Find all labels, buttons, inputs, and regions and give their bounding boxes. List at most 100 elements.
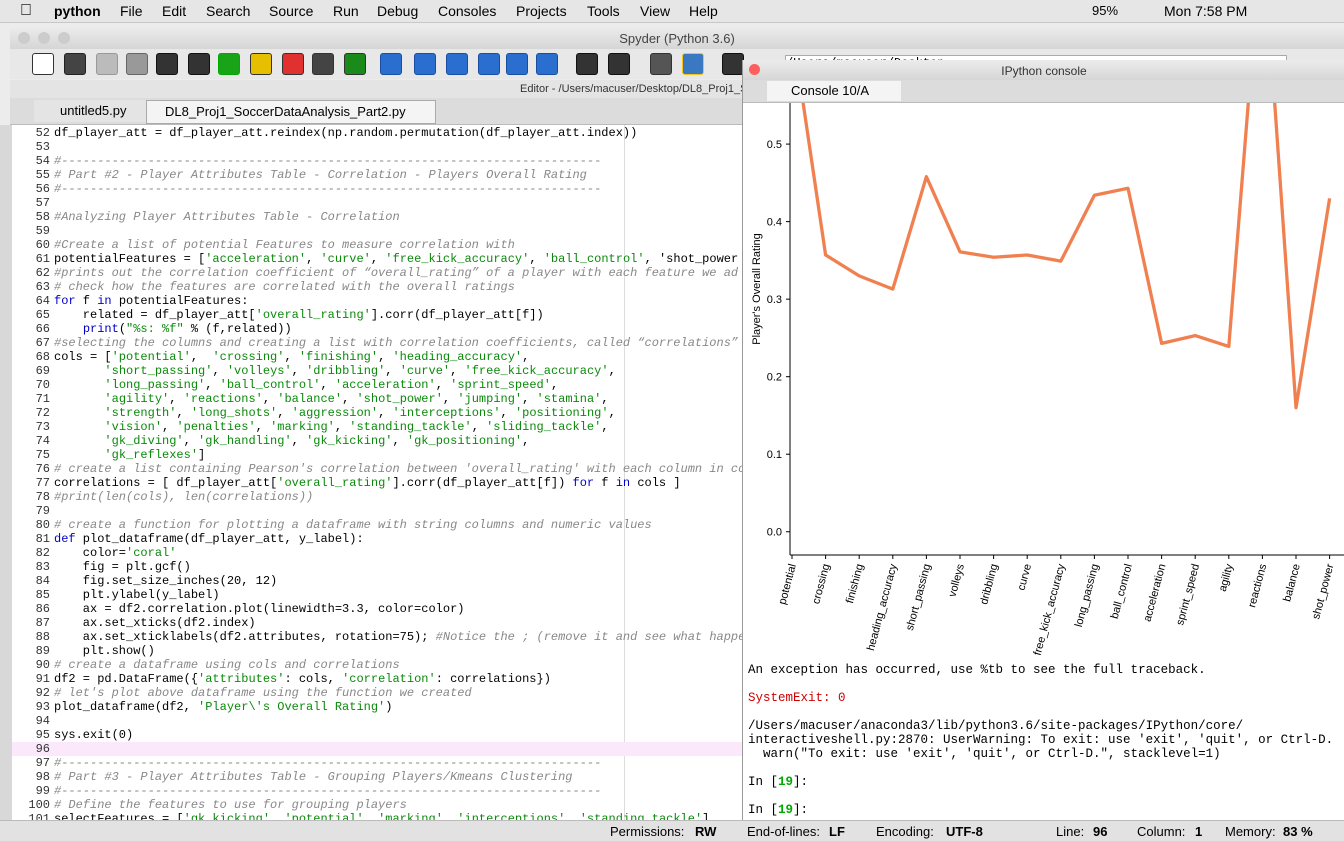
line-number: 96	[35, 742, 50, 756]
toolbar-button[interactable]	[218, 53, 240, 75]
code-line: #---------------------------------------…	[54, 784, 602, 798]
zoom[interactable]	[58, 32, 70, 44]
line-number: 78	[35, 490, 50, 504]
clock[interactable]: Mon 7:58 PM	[1164, 3, 1248, 19]
toolbar-button[interactable]	[380, 53, 402, 75]
line-number: 83	[35, 560, 50, 574]
toolbar-button[interactable]	[722, 53, 744, 75]
x-tick-label: ball_control	[1109, 563, 1135, 620]
code-line: 'vision', 'penalties', 'marking', 'stand…	[104, 420, 609, 434]
code-line: # create a function for plotting a dataf…	[54, 518, 652, 532]
toolbar-button[interactable]	[188, 53, 210, 75]
status-value: RW	[695, 824, 717, 839]
close[interactable]	[18, 32, 30, 44]
toolbar-button[interactable]	[682, 53, 704, 75]
toolbar-button[interactable]	[32, 53, 54, 75]
code-line: plot_dataframe(df2, 'Player\'s Overall R…	[54, 700, 393, 714]
line-number: 60	[35, 238, 50, 252]
code-line: for f in potentialFeatures:	[54, 294, 249, 308]
console-line: warn("To exit: use 'exit', 'quit', or Ct…	[748, 747, 1221, 761]
line-number: 81	[35, 532, 50, 546]
line-number: 77	[35, 476, 50, 490]
toolbar-button[interactable]	[282, 53, 304, 75]
x-tick-label: balance	[1281, 563, 1303, 603]
app-name[interactable]: python	[54, 3, 101, 19]
editor-title: Editor - /Users/macuser/Desktop/DL8_Proj…	[520, 83, 748, 95]
x-tick-label: volleys	[947, 562, 967, 598]
code-line: fig = plt.gcf()	[54, 560, 191, 574]
code-line: # create a dataframe using cols and corr…	[54, 658, 400, 672]
code-line: 'short_passing', 'volleys', 'dribbling',…	[104, 364, 616, 378]
close[interactable]	[749, 64, 760, 75]
status-label: Encoding:	[876, 824, 934, 839]
menu-item[interactable]: Help	[689, 3, 718, 19]
menu-item[interactable]: Run	[333, 3, 359, 19]
toolbar-button[interactable]	[250, 53, 272, 75]
editor[interactable]: 52 df_player_att = df_player_att.reindex(…	[0, 125, 742, 820]
x-tick-label: potential	[777, 563, 799, 606]
code-line: #---------------------------------------…	[54, 756, 602, 770]
line-number: 100	[28, 798, 50, 812]
console-title: IPython console	[1001, 64, 1087, 78]
code-line: # create a list containing Pearson's cor…	[54, 462, 742, 476]
window-title: Spyder (Python 3.6)	[619, 31, 735, 46]
console-tab[interactable]: Console 10/A	[767, 81, 901, 101]
toolbar-button[interactable]	[446, 53, 468, 75]
tab-active[interactable]: DL8_Proj1_SoccerDataAnalysis_Part2.py	[146, 100, 436, 124]
toolbar-button[interactable]	[506, 53, 528, 75]
toolbar-button[interactable]	[344, 53, 366, 75]
tab[interactable]: untitled5.py	[34, 100, 170, 122]
code-line: correlations = [ df_player_att['overall_…	[54, 476, 681, 490]
y-tick-label: 0.3	[767, 294, 782, 306]
toolbar-button[interactable]	[96, 53, 118, 75]
menu-item[interactable]: Tools	[587, 3, 620, 19]
menu-item[interactable]: Search	[206, 3, 251, 19]
console-line: In [19]:	[748, 803, 809, 817]
status-value: UTF-8	[946, 824, 983, 839]
code-line: df_player_att = df_player_att.reindex(np…	[54, 126, 638, 140]
line-number: 68	[35, 350, 50, 364]
menu-item[interactable]: File	[120, 3, 143, 19]
toolbar-button[interactable]	[156, 53, 178, 75]
menu-item[interactable]: Edit	[162, 3, 187, 19]
apple[interactable]: 	[20, 2, 32, 20]
toolbar-button[interactable]	[608, 53, 630, 75]
toolbar-button[interactable]	[478, 53, 500, 75]
menu-item[interactable]: Projects	[516, 3, 567, 19]
code-line: selectFeatures = ['gk_kicking', 'potenti…	[54, 812, 710, 820]
menu-item[interactable]: Source	[269, 3, 314, 19]
code-line: #print(len(cols), len(correlations))	[54, 490, 314, 504]
toolbar-button[interactable]	[414, 53, 436, 75]
x-tick-label: long_passing	[1073, 563, 1101, 629]
code-line: ax = df2.correlation.plot(linewidth=3.3,…	[54, 602, 465, 616]
console-title-bar: IPython console	[743, 60, 1344, 80]
menu-item[interactable]: Debug	[377, 3, 419, 19]
battery[interactable]: 95%	[1092, 3, 1119, 18]
code-line: cols = ['potential', 'crossing', 'finish…	[54, 350, 530, 364]
toolbar-button[interactable]	[536, 53, 558, 75]
console-line: SystemExit: 0	[748, 691, 846, 705]
y-axis-label: Player's Overall Rating	[751, 233, 763, 345]
line-number: 80	[35, 518, 50, 532]
code-line: ax.set_xticklabels(df2.attributes, rotat…	[54, 630, 742, 644]
line-number: 92	[35, 686, 50, 700]
line-number: 70	[35, 378, 50, 392]
line-number: 62	[35, 266, 50, 280]
code-line: color='coral'	[54, 546, 177, 560]
minimize[interactable]	[38, 32, 50, 44]
y-tick-label: 0.1	[767, 449, 782, 461]
code-line: sys.exit(0)	[54, 728, 134, 742]
menu-item[interactable]: Consoles	[438, 3, 497, 19]
toolbar-button[interactable]	[312, 53, 334, 75]
line-number: 55	[35, 168, 50, 182]
x-tick-label: crossing	[810, 563, 832, 606]
x-tick-label: agility	[1217, 562, 1236, 593]
toolbar-button[interactable]	[64, 53, 86, 75]
toolbar-button[interactable]	[126, 53, 148, 75]
menu-item[interactable]: View	[640, 3, 671, 19]
toolbar-button[interactable]	[576, 53, 598, 75]
status-value: 1	[1195, 824, 1203, 839]
toolbar-button[interactable]	[650, 53, 672, 75]
line-number: 91	[35, 672, 50, 686]
